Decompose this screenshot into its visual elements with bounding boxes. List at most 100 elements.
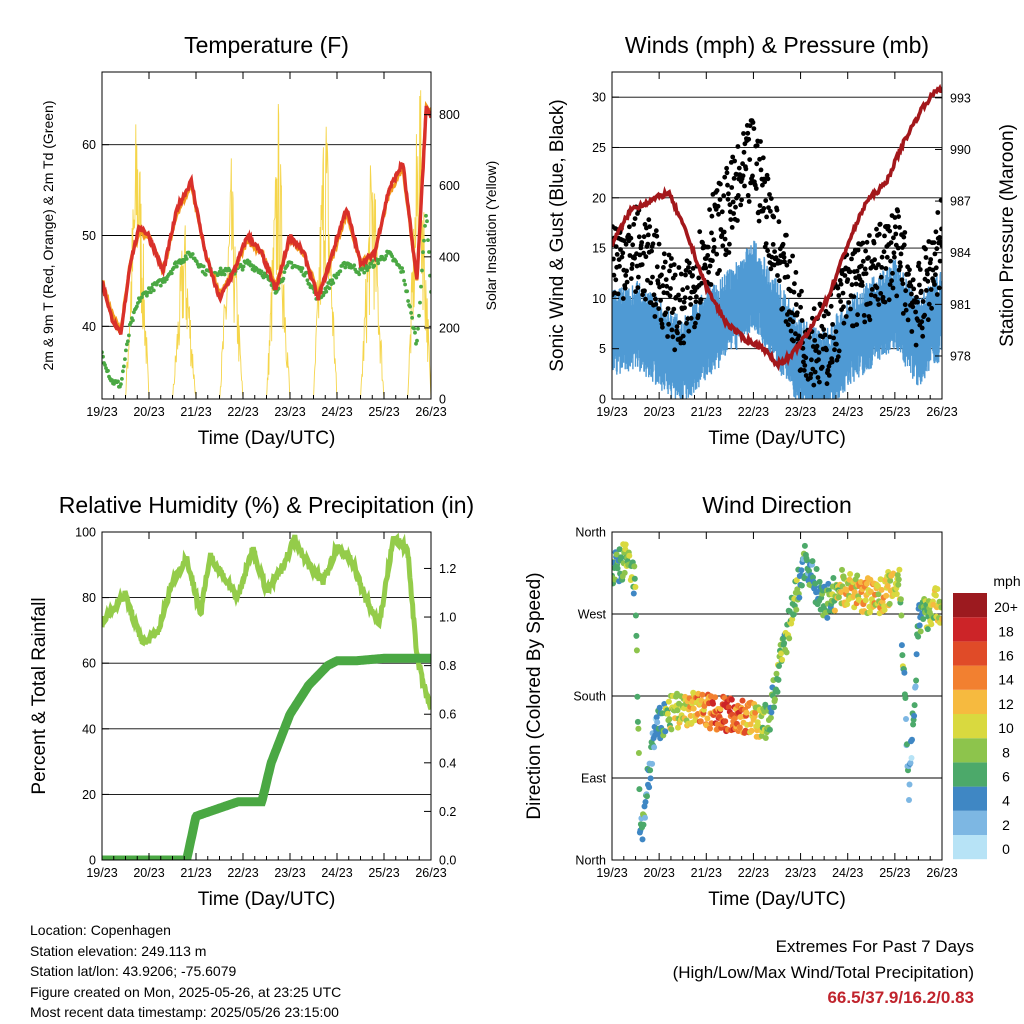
gust-point [639,262,645,267]
gust-point [922,312,927,318]
gust-point [888,258,893,264]
colorbar-swatch [953,689,987,714]
gust-point [780,241,786,247]
gust-point [711,248,716,254]
gust-point [821,313,827,319]
gust-point [903,288,909,294]
direction-point [728,696,735,703]
gust-point [864,239,870,245]
gust-point [863,271,869,276]
wind-direction-panel: 19/23 20/23 21/23 22/23 23/23 24/23 25/23 26/23… [524,492,958,910]
gust-point [838,281,844,287]
gust-point [716,211,721,217]
gust-point [877,221,883,227]
direction-point [804,557,810,564]
direction-point [786,635,793,642]
x-tick-label: 26/23 [415,405,446,419]
gust-point [900,281,906,287]
x-tick-label: 26/23 [415,866,446,880]
dewpoint-point [372,263,377,268]
direction-point [877,576,884,583]
gust-point [838,299,843,304]
gust-point [792,281,797,287]
direction-point [789,616,796,623]
direction-point [748,727,755,734]
gust-point [871,240,877,246]
direction-point [896,566,903,573]
gust-point [639,240,645,245]
x-tick-label: 25/23 [879,405,910,419]
gust-point [801,368,807,373]
gust-point [896,214,901,220]
colorbar-swatch [953,593,987,618]
gust-point [919,325,925,331]
dewpoint-point [410,315,414,320]
direction-point [668,726,675,733]
dewpoint-point [126,339,130,344]
x-tick-label: 23/23 [274,405,305,419]
gust-point [666,321,671,327]
gust-point [640,292,645,298]
direction-point [924,626,931,633]
direction-point [913,651,920,658]
gust-point [669,327,675,333]
gust-point [756,218,762,224]
gust-point [685,285,690,291]
gust-point [676,292,681,298]
gust-point [936,285,942,291]
gust-point [633,289,638,294]
gust-point [874,285,880,291]
dewpoint-point [367,265,372,270]
solar-insolation-line [102,90,431,399]
gust-point [669,256,674,261]
gust-point [758,139,763,144]
gust-point [760,155,766,161]
gust-point [721,193,727,199]
gust-point [682,295,688,301]
direction-point [793,577,800,584]
gust-point [620,296,626,301]
gust-point [787,259,793,264]
dewpoint-point [149,285,154,290]
x-tick-label: 25/23 [879,866,910,880]
gust-point [671,262,677,267]
gust-point [741,131,746,136]
gust-point [863,248,868,254]
x-axis-label: Time (Day/UTC) [198,889,336,910]
gust-point [775,273,780,278]
gust-point [735,144,741,149]
direction-point [862,597,869,604]
gust-point [624,268,629,274]
dewpoint-point [383,257,387,261]
gust-point [893,231,899,237]
direction-point [634,693,641,700]
direction-point [857,579,864,585]
gust-point [934,246,940,252]
direction-point [863,580,870,587]
colorbar-label: 20+ [994,599,1018,615]
gust-point [721,229,727,235]
gust-point [802,363,808,368]
gust-point [799,318,805,323]
gust-point [824,381,830,387]
gust-point [929,305,934,311]
dewpoint-point [418,300,422,305]
gust-point [690,273,695,278]
gust-point [799,288,804,294]
gust-point [849,256,854,262]
direction-point [893,591,900,597]
y-axis-label: 2m & 9m T (Red, Orange) & 2m Td (Green) [40,101,56,371]
precip-line [102,653,431,860]
direction-point [647,775,654,782]
dewpoint-point [424,213,428,218]
dewpoint-point [121,369,125,374]
gust-point [693,299,699,305]
gust-point [920,299,926,304]
direction-point [635,750,642,756]
direction-point [631,575,638,582]
station-elevation: Station elevation: 249.113 m [30,942,207,959]
temperature-panel: 19/23 20/23 21/23 22/23 23/23 24/23 25/23 26/23… [40,32,499,449]
gust-point [909,291,914,297]
gust-point [909,329,915,334]
gust-point [650,241,656,247]
